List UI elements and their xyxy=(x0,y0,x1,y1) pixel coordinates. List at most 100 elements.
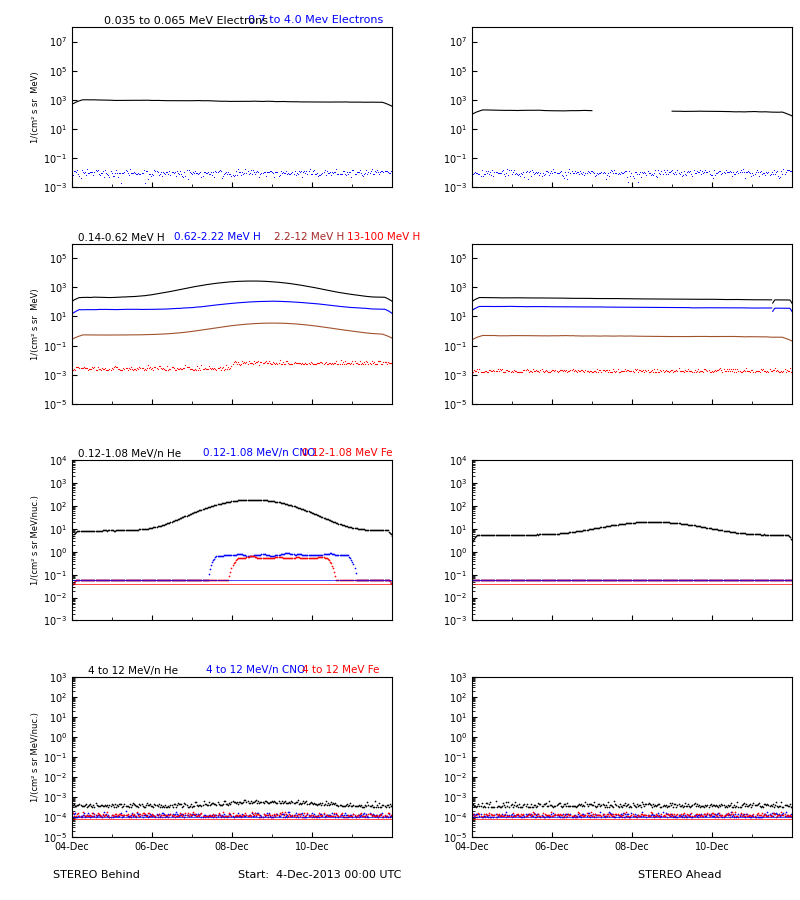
Point xyxy=(494,572,506,587)
Point xyxy=(614,364,627,378)
Point xyxy=(135,572,148,587)
Point xyxy=(129,809,142,824)
Point xyxy=(269,809,282,824)
Point xyxy=(134,361,147,375)
Point xyxy=(90,523,103,537)
Point xyxy=(180,572,193,587)
Point xyxy=(378,799,391,814)
Point xyxy=(131,572,144,587)
Point xyxy=(479,572,492,587)
Point xyxy=(136,166,149,181)
Point xyxy=(69,164,82,178)
Point xyxy=(165,165,178,179)
Point xyxy=(257,796,270,810)
Point xyxy=(614,807,627,822)
Point xyxy=(310,809,323,824)
Point xyxy=(720,572,733,587)
Point xyxy=(500,166,513,180)
Point xyxy=(476,528,489,543)
Point xyxy=(723,808,736,823)
Point xyxy=(193,166,206,180)
Point xyxy=(660,364,673,378)
Point xyxy=(544,797,557,812)
Point xyxy=(637,572,650,587)
Point xyxy=(313,810,326,824)
Point xyxy=(163,164,176,178)
Point xyxy=(228,796,241,810)
Point xyxy=(294,356,306,370)
Point xyxy=(468,166,481,180)
Point xyxy=(274,164,287,178)
Point xyxy=(126,806,138,821)
Point xyxy=(296,547,309,562)
Point xyxy=(354,163,366,177)
Point xyxy=(652,572,665,587)
Point xyxy=(607,800,620,814)
Point xyxy=(240,492,253,507)
Point xyxy=(76,806,89,820)
Point xyxy=(690,572,702,587)
Point xyxy=(331,572,344,587)
Point xyxy=(132,522,145,536)
Point xyxy=(542,165,554,179)
Point xyxy=(78,360,91,374)
Point xyxy=(503,364,516,378)
Point xyxy=(658,799,671,814)
Point xyxy=(152,519,165,534)
Point xyxy=(382,356,395,371)
Point xyxy=(236,551,249,565)
Point xyxy=(770,364,782,378)
Point xyxy=(775,572,788,587)
Point xyxy=(529,364,542,378)
Point xyxy=(354,572,367,587)
Point xyxy=(726,806,739,821)
Point xyxy=(759,572,772,587)
Point xyxy=(326,357,339,372)
Point xyxy=(297,502,310,517)
Point xyxy=(225,795,238,809)
Point xyxy=(681,572,694,587)
Point xyxy=(227,809,240,824)
Point xyxy=(786,572,798,587)
Point xyxy=(783,808,796,823)
Point xyxy=(747,526,760,541)
Point xyxy=(98,163,111,177)
Point xyxy=(146,167,158,182)
Point xyxy=(68,797,81,812)
Point xyxy=(756,363,769,377)
Point xyxy=(466,799,478,814)
Point xyxy=(103,809,116,824)
Point xyxy=(702,363,715,377)
Point xyxy=(534,797,547,812)
Point xyxy=(736,796,749,811)
Point xyxy=(285,499,298,513)
Point xyxy=(776,808,789,823)
Point xyxy=(770,806,782,820)
Point xyxy=(233,551,246,565)
Point xyxy=(310,550,323,564)
Point xyxy=(624,516,637,530)
Point xyxy=(586,572,599,587)
Point xyxy=(627,170,640,184)
Point xyxy=(166,809,179,824)
Point xyxy=(637,796,650,811)
Point xyxy=(565,572,578,587)
Point xyxy=(628,806,641,821)
Point xyxy=(704,797,717,812)
Point xyxy=(539,808,552,823)
Point xyxy=(155,572,168,587)
Point xyxy=(385,799,398,814)
Point xyxy=(631,799,644,814)
Point xyxy=(576,807,589,822)
Point xyxy=(214,797,227,812)
Point xyxy=(482,528,494,543)
Point xyxy=(490,364,503,378)
Point xyxy=(284,551,297,565)
Point xyxy=(751,809,764,824)
Point xyxy=(249,166,262,181)
Point xyxy=(182,809,195,824)
Point xyxy=(205,362,218,376)
Point xyxy=(675,169,688,184)
Point xyxy=(474,572,487,587)
Point xyxy=(717,362,730,376)
